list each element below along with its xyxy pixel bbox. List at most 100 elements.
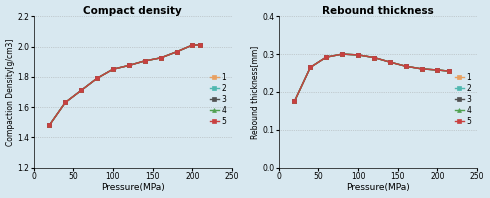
4 <box>435 69 441 71</box>
3 <box>47 124 52 126</box>
1 <box>387 61 393 63</box>
5 <box>62 101 68 104</box>
5 <box>110 68 116 70</box>
5 <box>418 68 424 70</box>
2 <box>94 77 100 80</box>
1 <box>292 100 297 103</box>
5 <box>339 53 345 55</box>
1 <box>403 65 409 67</box>
2 <box>323 56 329 58</box>
3 <box>403 65 409 67</box>
Title: Rebound thickness: Rebound thickness <box>322 6 434 16</box>
3 <box>158 57 164 59</box>
2 <box>307 66 313 69</box>
4 <box>197 44 203 46</box>
X-axis label: Pressure(MPa): Pressure(MPa) <box>346 183 410 192</box>
Y-axis label: Compaction Density[g/cm3]: Compaction Density[g/cm3] <box>5 38 15 146</box>
4 <box>371 56 377 59</box>
1 <box>158 57 164 59</box>
4 <box>173 51 179 53</box>
Line: 4: 4 <box>48 43 202 127</box>
5 <box>403 65 409 67</box>
Line: 4: 4 <box>293 52 451 103</box>
3 <box>78 89 84 92</box>
2 <box>126 64 132 67</box>
X-axis label: Pressure(MPa): Pressure(MPa) <box>101 183 165 192</box>
4 <box>62 101 68 104</box>
2 <box>197 44 203 46</box>
5 <box>94 77 100 80</box>
Line: 5: 5 <box>293 52 451 103</box>
2 <box>435 69 441 71</box>
3 <box>62 101 68 104</box>
3 <box>323 56 329 58</box>
Line: 1: 1 <box>48 43 202 127</box>
2 <box>47 124 52 126</box>
2 <box>110 68 116 70</box>
1 <box>418 68 424 70</box>
4 <box>403 65 409 67</box>
1 <box>446 70 452 72</box>
4 <box>418 68 424 70</box>
3 <box>446 70 452 72</box>
1 <box>173 51 179 53</box>
1 <box>339 53 345 55</box>
2 <box>142 60 147 62</box>
2 <box>78 89 84 92</box>
1 <box>307 66 313 69</box>
5 <box>126 64 132 67</box>
2 <box>158 57 164 59</box>
5 <box>190 44 196 46</box>
1 <box>110 68 116 70</box>
3 <box>173 51 179 53</box>
3 <box>355 54 361 56</box>
1 <box>142 60 147 62</box>
4 <box>47 124 52 126</box>
1 <box>435 69 441 71</box>
1 <box>323 56 329 58</box>
3 <box>197 44 203 46</box>
3 <box>142 60 147 62</box>
5 <box>387 61 393 63</box>
Line: 3: 3 <box>48 43 202 127</box>
4 <box>142 60 147 62</box>
1 <box>94 77 100 80</box>
1 <box>197 44 203 46</box>
2 <box>387 61 393 63</box>
3 <box>371 56 377 59</box>
2 <box>418 68 424 70</box>
Line: 3: 3 <box>293 52 451 103</box>
1 <box>190 44 196 46</box>
5 <box>47 124 52 126</box>
5 <box>355 54 361 56</box>
5 <box>446 70 452 72</box>
5 <box>323 56 329 58</box>
1 <box>371 56 377 59</box>
5 <box>197 44 203 46</box>
5 <box>292 100 297 103</box>
4 <box>446 70 452 72</box>
3 <box>307 66 313 69</box>
4 <box>94 77 100 80</box>
2 <box>339 53 345 55</box>
5 <box>173 51 179 53</box>
4 <box>126 64 132 67</box>
5 <box>371 56 377 59</box>
5 <box>307 66 313 69</box>
5 <box>435 69 441 71</box>
1 <box>62 101 68 104</box>
4 <box>307 66 313 69</box>
4 <box>292 100 297 103</box>
3 <box>292 100 297 103</box>
3 <box>418 68 424 70</box>
2 <box>355 54 361 56</box>
2 <box>173 51 179 53</box>
4 <box>158 57 164 59</box>
4 <box>387 61 393 63</box>
4 <box>339 53 345 55</box>
Legend: 1, 2, 3, 4, 5: 1, 2, 3, 4, 5 <box>452 71 473 128</box>
Legend: 1, 2, 3, 4, 5: 1, 2, 3, 4, 5 <box>207 71 228 128</box>
Y-axis label: Rebound thickness[mm]: Rebound thickness[mm] <box>250 45 260 139</box>
5 <box>142 60 147 62</box>
2 <box>292 100 297 103</box>
